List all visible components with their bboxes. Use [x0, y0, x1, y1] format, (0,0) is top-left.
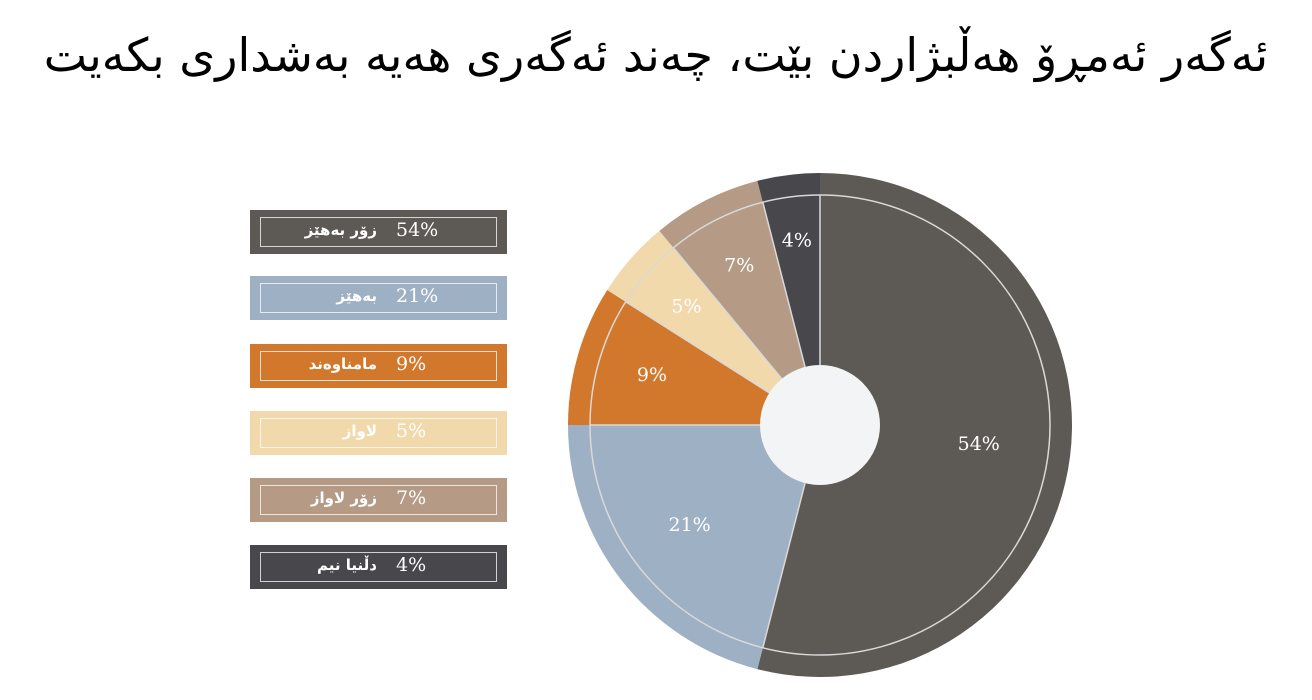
pie-center-hole: [760, 365, 880, 485]
legend-item: 54% زۆر بەهێز: [250, 210, 507, 254]
legend-item: 9% مامناوەند: [250, 344, 507, 388]
legend-item-frame: [260, 217, 497, 247]
legend-item-label: زۆر لاواز: [310, 489, 377, 507]
legend-item-frame: [260, 418, 497, 448]
pie-separator: [625, 301, 770, 394]
legend-item-value: 9%: [396, 353, 427, 375]
legend-item: 5% لاواز: [250, 411, 507, 455]
pie-slice-label: 9%: [637, 364, 667, 386]
legend-item: 21% بەهێز: [250, 276, 507, 320]
pie-slice-label: 5%: [671, 295, 701, 317]
legend-item-value: 7%: [396, 487, 427, 509]
pie-slice: [607, 230, 820, 425]
legend-item-label: دڵنیا نیم: [317, 556, 377, 574]
pie-slice-label: 4%: [782, 229, 812, 251]
pie-slice: [659, 180, 820, 425]
legend-item: 4% دڵنیا نیم: [250, 545, 507, 589]
pie-separator: [762, 482, 806, 648]
legend-item-frame: [260, 351, 497, 381]
chart-title: ئەگەر ئەمڕۆ هەڵبژاردن بێت، چەند ئەگەری ه…: [43, 28, 1269, 82]
legend-item-value: 21%: [396, 285, 439, 307]
pie-separator: [672, 247, 783, 380]
pie-slice-label: 54%: [958, 433, 1000, 455]
legend-item-label: زۆر بەهێز: [304, 221, 377, 239]
pie-slice: [568, 289, 820, 425]
legend-item-value: 54%: [396, 219, 439, 241]
pie-slice-label: 21%: [669, 514, 711, 536]
legend-item-frame: [260, 283, 497, 313]
legend-item-label: بەهێز: [336, 287, 377, 305]
pie-slice-label: 7%: [724, 254, 754, 276]
pie-separator: [762, 202, 806, 368]
legend-item-frame: [260, 552, 497, 582]
pie-slice: [568, 425, 820, 670]
legend-item-value: 4%: [396, 554, 427, 576]
legend-item-value: 5%: [396, 420, 427, 442]
pie-slice: [757, 173, 1072, 677]
legend-item-label: مامناوەند: [308, 355, 377, 373]
legend-item: 7% زۆر لاواز: [250, 478, 507, 522]
legend-item-label: لاواز: [342, 422, 377, 440]
legend-item-frame: [260, 485, 497, 515]
